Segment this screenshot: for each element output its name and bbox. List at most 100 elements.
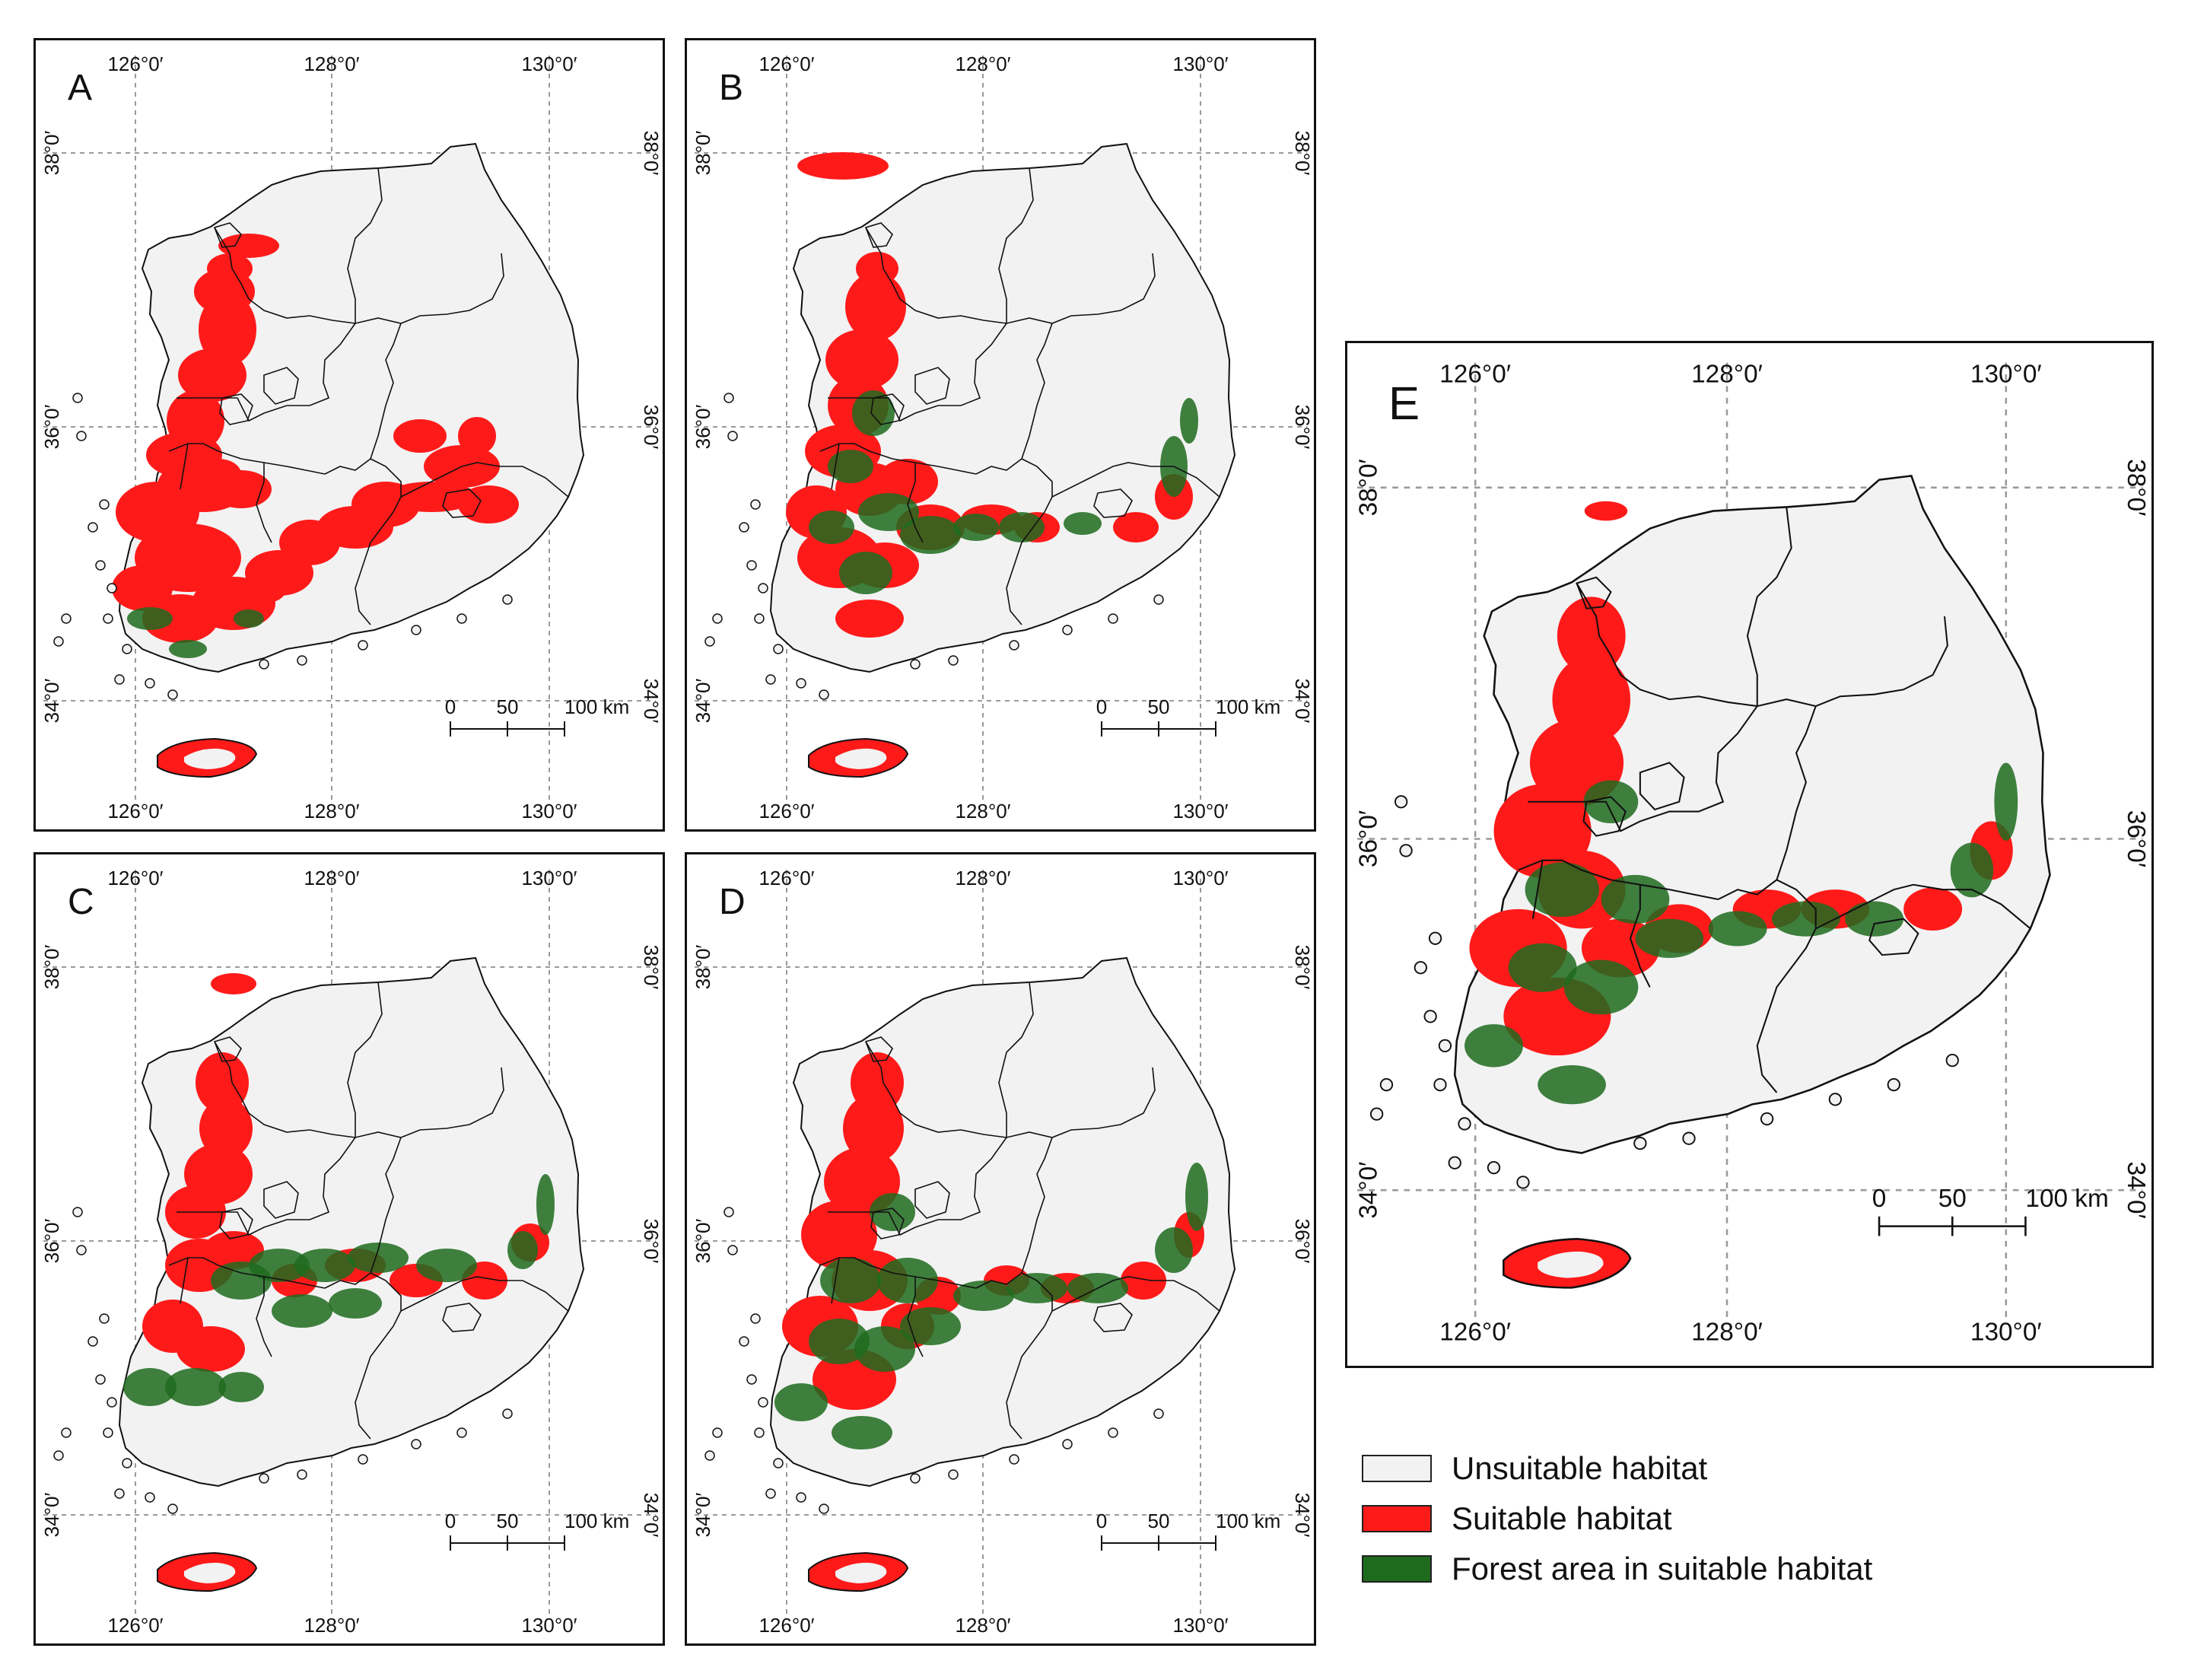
province-boundary-9 <box>180 443 189 490</box>
city-boundary-1 <box>1582 796 1627 837</box>
province-boundary-1 <box>1746 507 1792 707</box>
lat-tick-left-1: 36°0′ <box>1355 810 1383 867</box>
island-15 <box>456 613 467 624</box>
suitable-area-1 <box>199 1098 253 1159</box>
lon-tick-top-1: 128°0′ <box>304 867 359 889</box>
island-1 <box>103 1427 113 1438</box>
island-11 <box>259 1473 269 1484</box>
island-1 <box>754 613 765 624</box>
province-boundary-0 <box>1576 582 1948 708</box>
forest-area-5 <box>1635 918 1704 958</box>
island-2 <box>773 644 784 654</box>
forest-area-10 <box>272 1294 332 1328</box>
island-12 <box>1682 1131 1696 1145</box>
suitable-area-1 <box>856 252 898 285</box>
island-6 <box>727 431 738 441</box>
island-18 <box>53 636 64 647</box>
scale-bar-label-2: 100 km <box>564 695 629 718</box>
island-16 <box>502 1408 513 1419</box>
island-4 <box>87 1336 98 1347</box>
map-b-svg: 126°0′ 126°0′ 128°0′ 128°0′ 130°0′ 130°0′ 38°0… <box>692 52 1314 822</box>
province-boundary-3 <box>324 323 402 475</box>
lon-tick-bottom-2: 130°0′ <box>1172 800 1228 822</box>
lon-tick-top-2: 130°0′ <box>1172 52 1228 75</box>
city-boundary-0 <box>263 1181 299 1219</box>
province-boundary-7 <box>1021 1272 1053 1311</box>
island-14 <box>1828 1093 1843 1106</box>
island-7 <box>72 1207 83 1217</box>
lon-tick-top-0: 126°0′ <box>758 867 814 889</box>
suitable-area-1 <box>199 293 256 366</box>
forest-area-2 <box>234 609 264 628</box>
forest-area-12 <box>1538 1065 1606 1105</box>
island-6 <box>727 1245 738 1255</box>
lat-tick-left-0: 38°0′ <box>40 131 63 176</box>
island-14 <box>411 1439 421 1449</box>
scale-bar-label-0: 0 <box>1096 695 1107 718</box>
forest-area-9 <box>1950 842 1994 898</box>
province-boundary-8 <box>256 1277 272 1357</box>
island-12 <box>297 655 307 666</box>
lon-tick-bottom-1: 128°0′ <box>955 1614 1010 1637</box>
island-17 <box>61 1427 72 1438</box>
suitable-area-22 <box>196 459 241 489</box>
lat-tick-left-0: 38°0′ <box>692 131 714 176</box>
forest-area-3 <box>1508 943 1577 992</box>
city-boundary-3 <box>213 222 242 248</box>
province-boundary-4 <box>168 443 326 475</box>
suitable-area-1 <box>843 1094 904 1163</box>
island-10 <box>167 689 178 700</box>
island-0 <box>758 583 768 593</box>
suitable-area-14 <box>1113 512 1159 542</box>
province-boundary-9 <box>1531 860 1544 919</box>
province-boundary-4 <box>819 1257 977 1289</box>
forest-area-10 <box>1180 398 1198 444</box>
legend-label-unsuitable: Unsuitable habitat <box>1452 1450 1708 1486</box>
province-boundary-5 <box>400 462 569 498</box>
suitable-area-north-0 <box>1584 501 1628 521</box>
island-1 <box>754 1427 765 1438</box>
lat-tick-left-1: 36°0′ <box>692 1219 714 1264</box>
map-panel-c: 126°0′ 126°0′ 128°0′ 128°0′ 130°0′ 130°0′ 38°0… <box>33 852 665 1646</box>
forest-area-2 <box>877 1258 938 1303</box>
lon-tick-top-2: 130°0′ <box>1172 867 1228 889</box>
lon-tick-bottom-0: 126°0′ <box>758 1614 814 1637</box>
island-4 <box>87 522 98 533</box>
forest-area-11 <box>774 1383 828 1421</box>
island-7 <box>724 1207 734 1217</box>
island-9 <box>1487 1161 1501 1175</box>
island-14 <box>1062 625 1073 635</box>
city-boundary-2 <box>442 488 482 518</box>
map-layer: 126°0′ 126°0′ 128°0′ 128°0′ 130°0′ 130°0′ 38°0… <box>1355 360 2150 1346</box>
island-7 <box>724 393 734 403</box>
island-2 <box>773 1458 784 1468</box>
lat-tick-right-0: 38°0′ <box>2122 459 2150 516</box>
province-boundary-3 <box>1718 705 1817 900</box>
lat-tick-right-2: 34°0′ <box>1291 679 1314 724</box>
island-11 <box>1633 1136 1647 1150</box>
city-boundary-2 <box>442 1303 482 1332</box>
province-boundary-0 <box>865 1041 1156 1138</box>
map-e-svg: 126°0′ 126°0′ 128°0′ 128°0′ 130°0′ 130°0′ 38°0… <box>1355 360 2150 1346</box>
jeju-unsuitable-core <box>835 748 887 769</box>
island-0 <box>1438 1039 1452 1053</box>
island-10 <box>1516 1176 1530 1189</box>
forest-area-1 <box>249 1249 310 1282</box>
province-boundary-7 <box>1776 879 1817 929</box>
island-3 <box>95 1374 106 1385</box>
island-7 <box>1395 795 1408 809</box>
lon-tick-top-2: 130°0′ <box>1970 360 2042 388</box>
island-14 <box>411 625 421 635</box>
scale-bar: 0 50 100 km <box>1872 1185 2109 1236</box>
island-3 <box>1423 1010 1437 1023</box>
province-boundary-3 <box>975 323 1053 475</box>
province-boundary-6 <box>355 496 402 625</box>
island-12 <box>948 1469 959 1480</box>
lat-tick-right-2: 34°0′ <box>640 1493 663 1538</box>
legend-item-unsuitable: Unsuitable habitat <box>1362 1446 1707 1491</box>
province-boundary-4 <box>819 443 977 475</box>
province-boundary-1 <box>998 167 1034 323</box>
panel-label-e: E <box>1388 377 1420 430</box>
island-11 <box>910 659 921 670</box>
province-boundary-6 <box>1006 496 1053 625</box>
